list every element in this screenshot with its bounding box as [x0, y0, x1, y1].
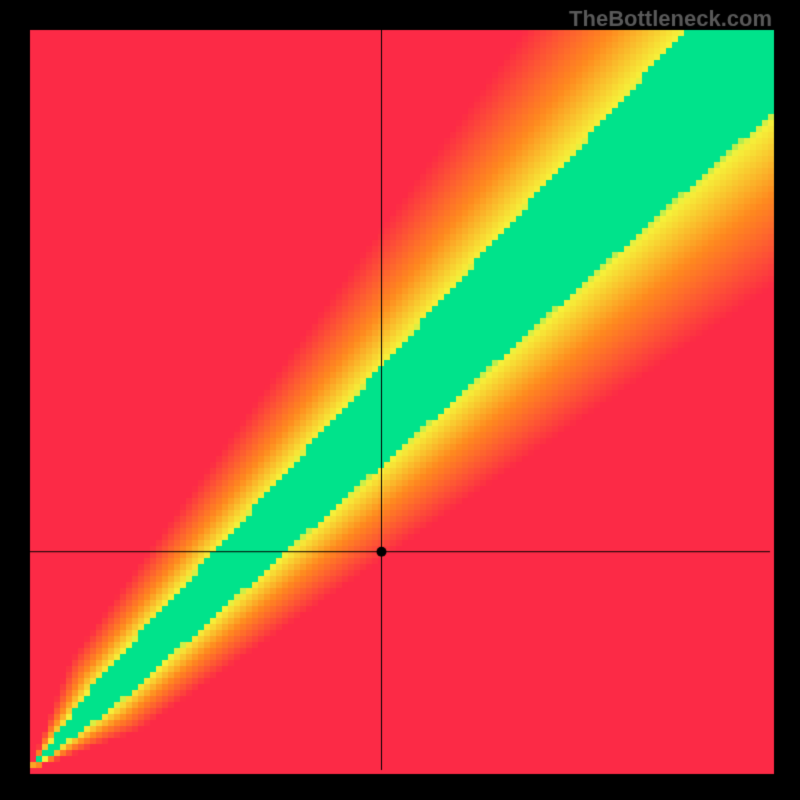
chart-container — [0, 0, 800, 800]
heatmap-canvas — [0, 0, 800, 800]
